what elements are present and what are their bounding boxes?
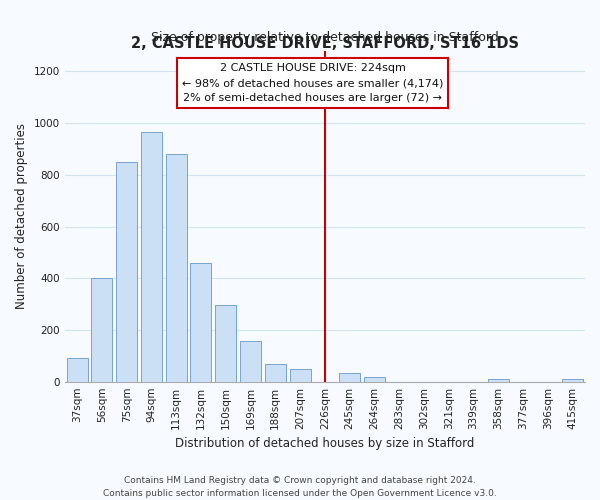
Bar bbox=[364, 376, 385, 382]
Title: 2, CASTLE HOUSE DRIVE, STAFFORD, ST16 1DS: 2, CASTLE HOUSE DRIVE, STAFFORD, ST16 1D… bbox=[131, 36, 519, 51]
Bar bbox=[190, 262, 211, 382]
Bar bbox=[116, 162, 137, 382]
Bar bbox=[91, 278, 112, 382]
Bar bbox=[215, 305, 236, 382]
Text: Size of property relative to detached houses in Stafford: Size of property relative to detached ho… bbox=[151, 31, 499, 44]
Y-axis label: Number of detached properties: Number of detached properties bbox=[15, 123, 28, 309]
Bar bbox=[290, 369, 311, 382]
Bar bbox=[166, 154, 187, 382]
Text: Contains HM Land Registry data © Crown copyright and database right 2024.
Contai: Contains HM Land Registry data © Crown c… bbox=[103, 476, 497, 498]
Bar bbox=[339, 372, 360, 382]
X-axis label: Distribution of detached houses by size in Stafford: Distribution of detached houses by size … bbox=[175, 437, 475, 450]
Bar bbox=[488, 379, 509, 382]
Bar bbox=[141, 132, 162, 382]
Bar bbox=[240, 341, 261, 382]
Bar bbox=[67, 358, 88, 382]
Text: 2 CASTLE HOUSE DRIVE: 224sqm
← 98% of detached houses are smaller (4,174)
2% of : 2 CASTLE HOUSE DRIVE: 224sqm ← 98% of de… bbox=[182, 63, 443, 103]
Bar bbox=[562, 379, 583, 382]
Bar bbox=[265, 364, 286, 382]
